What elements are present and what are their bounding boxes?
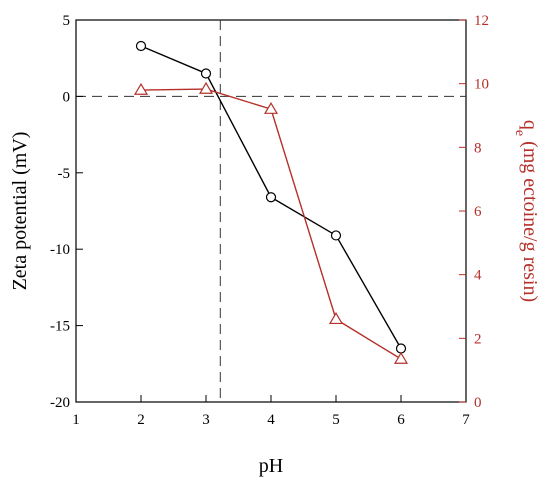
x-axis-ticks: 1 2 3 4 5 6 7 <box>72 395 470 428</box>
right-tick-label: 8 <box>474 140 482 156</box>
qe-point <box>393 351 409 364</box>
data-series <box>133 40 409 364</box>
x-tick-label: 7 <box>462 412 470 428</box>
right-tick-label: 6 <box>474 204 482 220</box>
left-tick-label: 0 <box>63 89 71 105</box>
x-tick-label: 3 <box>202 412 210 428</box>
plot-frame <box>75 19 467 403</box>
left-axis-title: Zeta potential (mV) <box>9 132 31 291</box>
right-tick-label: 0 <box>474 395 482 411</box>
right-tick-label: 4 <box>474 268 482 284</box>
left-axis-ticks: 5 0 -5 -10 -15 -20 <box>50 13 83 411</box>
zeta-potential-point <box>135 40 147 52</box>
zeta-potential-point <box>395 343 407 354</box>
left-tick-label: -5 <box>58 166 71 182</box>
right-tick-label: 12 <box>474 13 489 29</box>
right-axis-ticks: 0 2 4 6 8 10 12 <box>459 13 489 411</box>
qe-series-line <box>140 88 402 360</box>
right-tick-label: 2 <box>474 331 482 347</box>
zeta-potential-point <box>265 192 277 203</box>
x-tick-label: 4 <box>267 412 275 428</box>
qe-point <box>133 82 149 95</box>
right-axis-title: qe (mg ectoine/g resin) <box>513 120 542 302</box>
qe-point <box>263 101 279 114</box>
zeta-potential-point <box>200 68 212 79</box>
x-tick-label: 6 <box>397 412 405 428</box>
right-axis-title-rest: (mg ectoine/g resin) <box>519 136 541 302</box>
zeta-potential-point <box>330 230 342 241</box>
right-axis-title-sub: e <box>513 130 528 136</box>
x-tick-label: 1 <box>72 412 80 428</box>
left-tick-label: -15 <box>50 319 70 335</box>
left-tick-label: -20 <box>50 395 70 411</box>
right-axis-title-q: q <box>519 120 541 130</box>
x-tick-label: 5 <box>332 412 340 428</box>
x-axis-title: pH <box>259 455 283 477</box>
qe-point <box>328 312 344 325</box>
left-tick-label: 5 <box>63 13 71 29</box>
reference-lines <box>76 20 466 402</box>
x-tick-label: 2 <box>137 412 145 428</box>
qe-point <box>198 81 214 94</box>
right-tick-label: 10 <box>474 77 489 93</box>
left-tick-label: -10 <box>50 242 70 258</box>
